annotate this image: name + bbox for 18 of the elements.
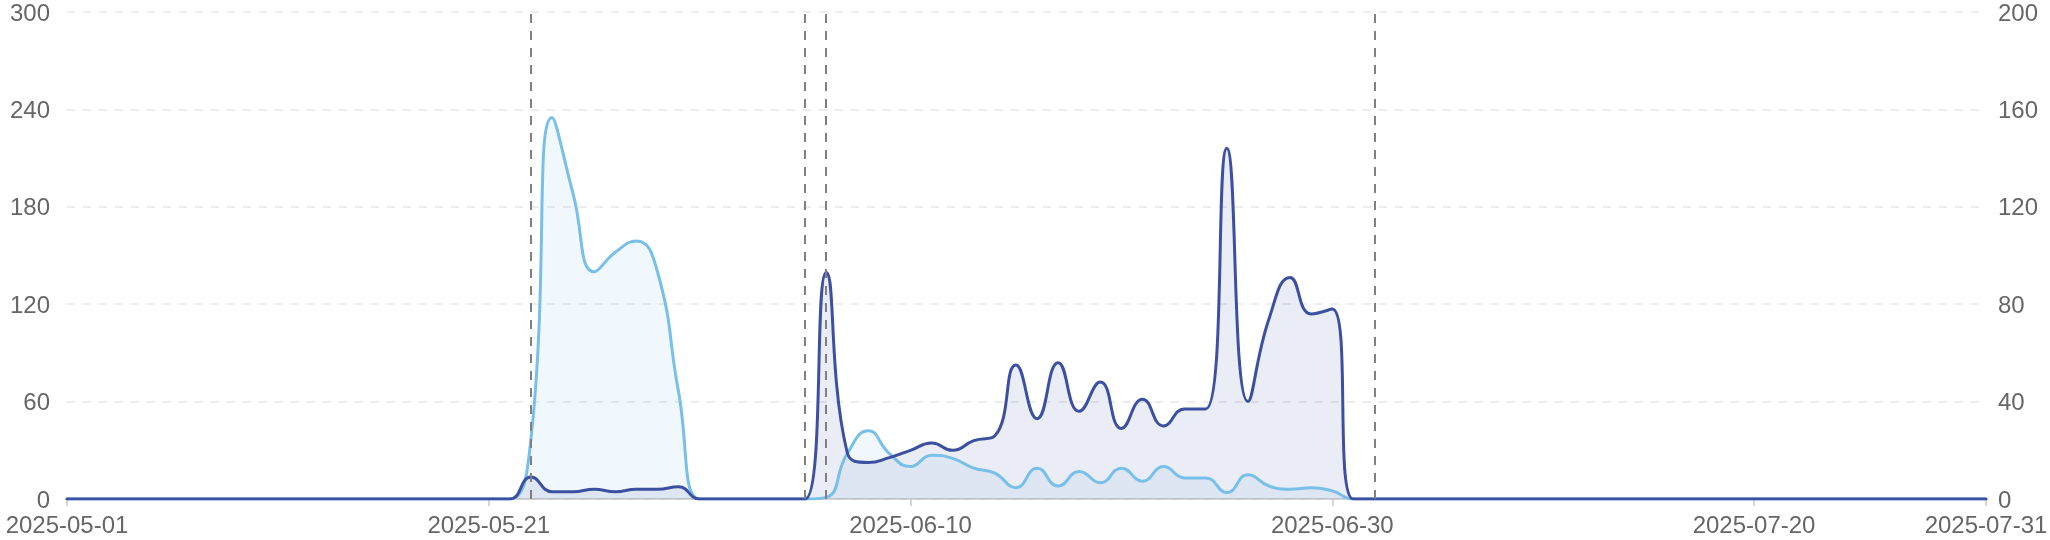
x-tick-label: 2025-06-10	[849, 510, 972, 538]
y2-tick-label: 200	[1998, 0, 2039, 26]
y-tick-label: 0	[36, 485, 50, 513]
y2-tick-label: 80	[1998, 290, 2025, 318]
y2-tick-label: 0	[1998, 485, 2012, 513]
y2-tick-label: 120	[1998, 193, 2039, 221]
x-tick-label: 2025-05-21	[427, 510, 551, 538]
y2-tick-label: 40	[1998, 388, 2025, 416]
y-tick-label: 300	[9, 0, 50, 26]
y-tick-label: 180	[9, 193, 50, 221]
x-tick-label: 2025-05-01	[5, 510, 129, 538]
y2-tick-label: 160	[1998, 95, 2039, 123]
y-tick-label: 60	[23, 388, 50, 416]
y-tick-label: 240	[9, 95, 50, 123]
x-tick-label: 2025-06-30	[1270, 510, 1394, 538]
x-tick-label: 2025-07-31	[1924, 510, 2048, 538]
y-tick-label: 120	[9, 290, 50, 318]
x-tick-label: 2025-07-20	[1692, 510, 1816, 538]
